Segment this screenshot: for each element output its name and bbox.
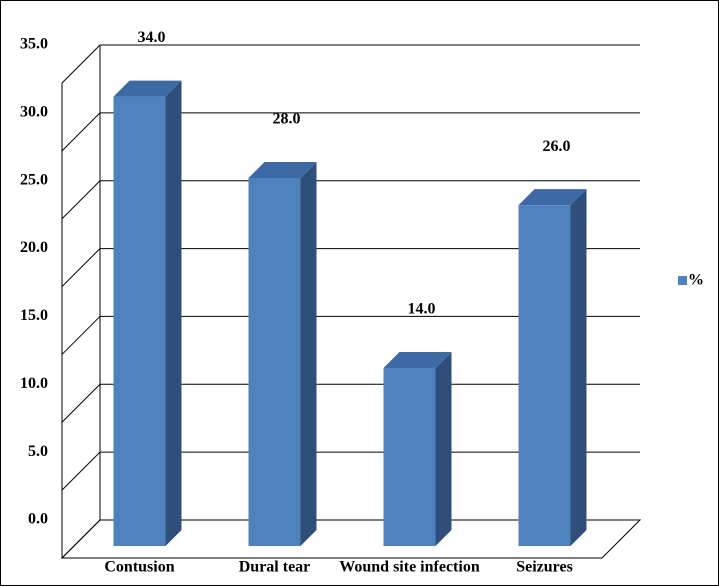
- y-tick-label: 20.0: [20, 239, 48, 256]
- y-tick-label: 10.0: [20, 375, 48, 392]
- bar-top: [383, 352, 452, 368]
- x-tick-label: Wound site infection: [339, 559, 480, 576]
- grid-line-side: [61, 451, 101, 491]
- grid-line-side: [61, 383, 101, 423]
- bar: [248, 178, 301, 546]
- bar-side: [570, 189, 587, 546]
- grid-line-side: [61, 248, 101, 287]
- y-tick-label: 0.0: [28, 511, 48, 528]
- bar-side: [435, 352, 452, 546]
- bar-side: [300, 162, 317, 546]
- data-label: 34.0: [138, 29, 166, 46]
- bar: [518, 205, 571, 546]
- bar-top: [113, 80, 182, 97]
- y-tick-label: 35.0: [20, 36, 48, 53]
- data-label: 14.0: [408, 301, 436, 318]
- grid-line-side: [61, 519, 101, 559]
- grid-line-side: [61, 180, 101, 220]
- bar-side: [165, 80, 182, 547]
- y-tick-label: 15.0: [20, 307, 48, 324]
- grid-line-side: [61, 316, 101, 355]
- grid-line-side: [61, 44, 101, 84]
- y-tick-label: 5.0: [28, 443, 48, 460]
- y-tick-label: 30.0: [20, 104, 48, 121]
- x-tick-label: Seizures: [516, 559, 573, 576]
- grid-line-side: [61, 112, 101, 152]
- data-label: 28.0: [273, 111, 301, 128]
- bar-top: [518, 189, 587, 206]
- bar: [383, 368, 436, 546]
- x-tick-label: Contusion: [104, 559, 174, 576]
- data-label: 26.0: [543, 138, 571, 155]
- bar: [113, 96, 166, 547]
- x-tick-label: Dural tear: [239, 559, 311, 576]
- legend-label: %: [688, 272, 704, 289]
- legend-swatch: [678, 276, 687, 285]
- y-tick-label: 25.0: [20, 171, 48, 188]
- bar-top: [248, 162, 317, 178]
